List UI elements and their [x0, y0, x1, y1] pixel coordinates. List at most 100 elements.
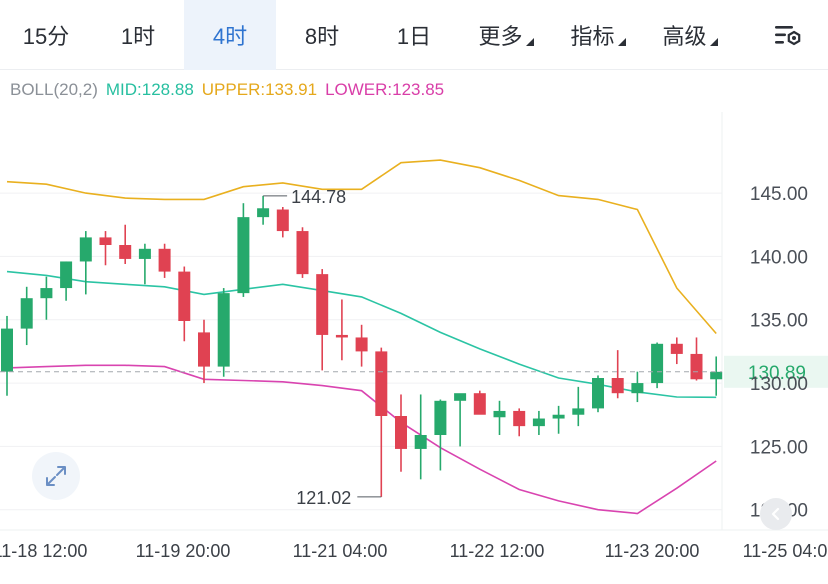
fullscreen-button[interactable] [32, 452, 80, 500]
candle-body [276, 209, 289, 232]
candle-body [611, 378, 624, 394]
candle [532, 410, 545, 435]
current-price-line: 130.89 [0, 355, 828, 388]
current-price-label: 130.89 [748, 363, 806, 384]
candle [198, 319, 210, 384]
candle [158, 243, 171, 278]
candle [434, 399, 447, 471]
candle-body [257, 208, 270, 218]
candle-body [473, 393, 486, 415]
dropdown-caret-icon [525, 38, 534, 46]
tab-15min[interactable]: 15分 [0, 0, 92, 70]
candle-body [158, 248, 171, 272]
candle [119, 224, 132, 264]
candle [631, 371, 644, 403]
candle-body [375, 351, 388, 416]
chart-settings-button[interactable] [748, 0, 828, 70]
candle [99, 231, 112, 266]
tab-label: 高级 [662, 24, 707, 49]
candle [592, 375, 604, 413]
tab-1d[interactable]: 1日 [368, 0, 460, 70]
candle-body [670, 343, 683, 354]
tab-more[interactable]: 更多 [460, 0, 552, 70]
time-tick-label: 11-19 20:00 [136, 541, 231, 561]
tab-1h[interactable]: 1时 [92, 0, 184, 70]
tab-label: 15分 [22, 24, 70, 49]
tab-4h[interactable]: 4时 [184, 0, 276, 70]
candle-body [1, 328, 13, 372]
candle [237, 203, 250, 297]
tab-label: 更多 [478, 24, 523, 49]
candle-body [79, 237, 92, 262]
candle-body [296, 231, 309, 275]
current-price-tag [724, 355, 828, 388]
candle [454, 393, 467, 447]
time-tick-label: 11-22 12:00 [450, 541, 545, 561]
time-tick-label: 11-18 12:00 [0, 541, 87, 561]
candle-body [217, 293, 230, 367]
dropdown-caret-icon [709, 38, 718, 46]
candle [493, 400, 506, 435]
tab-8h[interactable]: 8时 [276, 0, 368, 70]
candle-body [710, 371, 723, 380]
tab-label: 1时 [120, 24, 156, 49]
candle [296, 227, 309, 278]
scroll-to-latest-button[interactable] [760, 498, 792, 530]
candles [1, 195, 723, 497]
tab-label: 8时 [304, 24, 340, 49]
indicator-name: BOLL(20,2) [10, 80, 98, 99]
low-marker-label: 121.02 [296, 488, 351, 508]
candle-body [316, 274, 329, 335]
candle-body [552, 414, 565, 419]
candle-body [99, 237, 112, 245]
candle-body [395, 416, 407, 449]
tab-label: 指标 [570, 24, 615, 49]
lower-band-line [6, 364, 717, 515]
candle-body [532, 418, 545, 427]
candle-body [631, 383, 644, 394]
candle [473, 390, 486, 415]
candle [60, 261, 73, 301]
candle [138, 243, 151, 285]
boll-upper-value: UPPER:133.91 [201, 80, 318, 99]
extreme-markers: 144.78 121.02 [263, 187, 382, 508]
price-tick-label: 140.00 [750, 247, 808, 268]
candle [335, 299, 348, 361]
candle-body [513, 410, 526, 427]
candle-body [60, 261, 73, 289]
tab-label: 4时 [212, 24, 248, 49]
candle-body [493, 410, 506, 418]
candle-body [40, 288, 53, 299]
candle [670, 337, 683, 365]
candle [20, 286, 33, 346]
candle-body [454, 393, 467, 401]
tab-indicators[interactable]: 指标 [552, 0, 644, 70]
candle [355, 324, 368, 367]
expand-arrows-icon [46, 466, 66, 486]
candle-body [414, 435, 427, 449]
candle [178, 266, 191, 342]
boll-legend: BOLL(20,2) MID:128.88 UPPER:133.91 LOWER… [10, 80, 444, 104]
candle-body [592, 378, 604, 409]
candle-body [138, 248, 151, 259]
candle [40, 276, 53, 320]
timeframe-tabbar: 15分 1时 4时 8时 1日 更多 指标 高级 [0, 0, 828, 70]
candle [257, 195, 270, 225]
tab-advanced[interactable]: 高级 [644, 0, 736, 70]
price-tick-label: 145.00 [750, 184, 808, 205]
candle-body [335, 334, 348, 338]
candle [513, 408, 526, 437]
price-tick-label: 125.00 [750, 437, 808, 458]
candle [395, 394, 407, 472]
candle [611, 350, 624, 399]
time-tick-label: 11-23 20:00 [605, 541, 700, 561]
candle-body [20, 298, 33, 329]
chart-settings-icon [775, 26, 801, 46]
time-tick-label: 11-21 04:00 [293, 541, 388, 561]
candle-body [434, 400, 447, 435]
time-axis-labels: 11-18 12:00 11-19 20:00 11-21 04:00 11-22 1… [0, 541, 828, 561]
candle-body [178, 271, 191, 321]
boll-mid-value: MID:128.88 [105, 80, 194, 99]
